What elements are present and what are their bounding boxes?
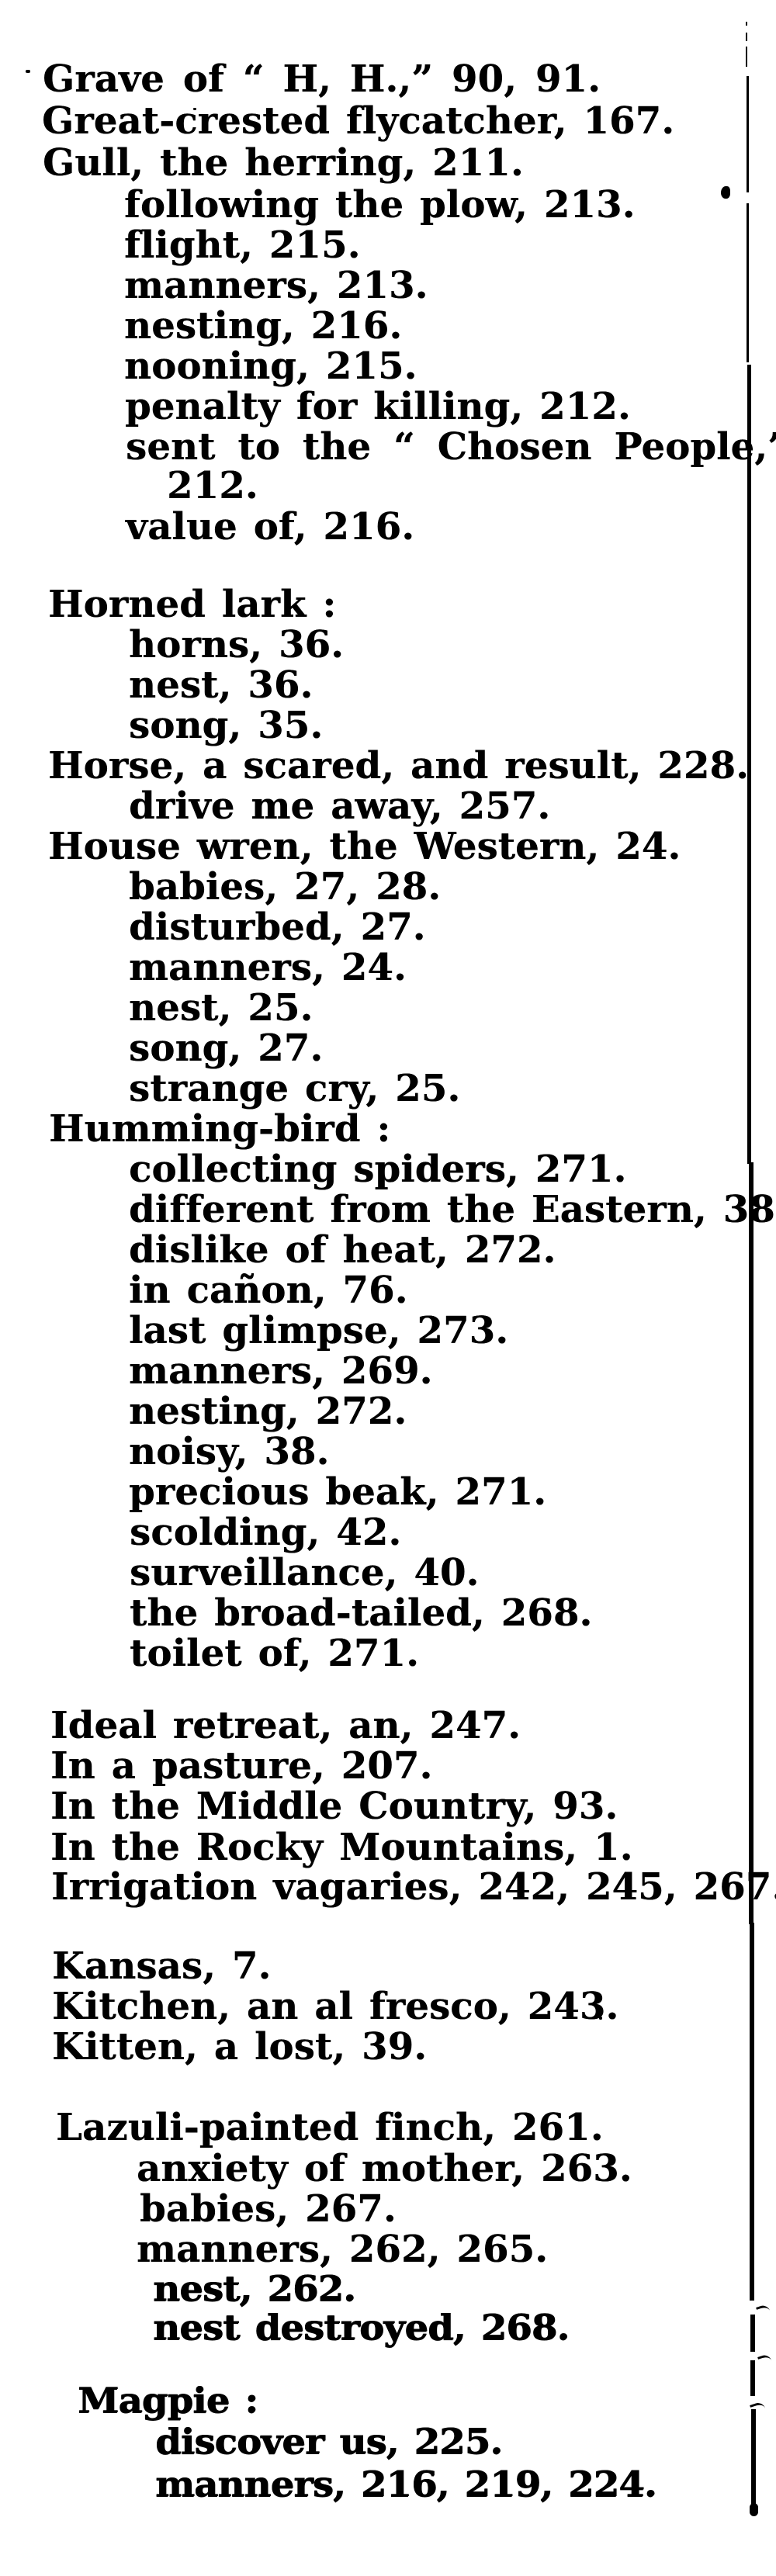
index-subentry: babies, 27, 28. [129,865,442,909]
page-edge-line-segment [747,365,751,1164]
index-subentry: collecting spiders, 271. [129,1148,627,1191]
index-entry: In a pasture, 207. [50,1744,433,1788]
index-subentry: strange cry, 25. [129,1067,461,1110]
ink-speck [26,70,30,73]
index-subentry: the broad-tailed, 268. [130,1591,593,1635]
index-subentry: sent to the “ Chosen People,” [126,425,776,469]
index-entry: Kitchen, an al fresco, 243. [52,1985,619,2028]
page-edge-line-segment [747,76,749,192]
page-edge-line-segment [747,203,749,362]
index-subentry: scolding, 42. [130,1511,402,1554]
page-edge-hook-mark [757,2353,773,2367]
index-entry: Ideal retreat, an, 247. [50,1704,521,1747]
page-edge-line-segment [750,1923,754,2301]
index-subentry: song, 27. [129,1027,324,1070]
index-entry: Horse, a scared, and result, 228. [48,744,749,788]
index-subentry: drive me away, 257. [129,784,551,828]
index-subentry: song, 35. [129,704,324,747]
index-subentry: manners, 213. [124,264,428,307]
index-subentry: last glimpse, 273. [129,1309,509,1352]
index-subentry: nest, 25. [129,986,314,1030]
page-edge-line-segment [746,22,747,26]
page-edge-hook-mark [750,2401,767,2415]
page-edge-line-segment [750,2360,755,2396]
index-subentry: manners, 262, 265. [137,2228,549,2271]
index-subentry: precious beak, 271. [129,1470,547,1514]
index-entry: In the Middle Country, 93. [50,1785,618,1828]
index-subentry: nest, 36. [129,663,314,707]
index-subentry: manners, 269. [129,1349,433,1393]
page-edge-line-segment [749,1162,753,1924]
index-subentry: babies, 267. [140,2187,397,2231]
index-subentry: nooning, 215. [124,345,417,388]
index-entry: Kitten, a lost, 39. [52,2025,428,2069]
page-edge-line-segment [750,2503,758,2516]
index-subentry: anxiety of mother, 263. [137,2147,632,2190]
ink-blob [721,186,730,199]
ink-speck [193,108,196,110]
index-entry: House wren, the Western, 24. [48,825,681,868]
index-subentry: nesting, 272. [129,1390,407,1433]
index-entry: Humming-bird : [49,1107,391,1151]
page-edge-line-segment [751,2409,756,2507]
page-edge-line-segment [746,33,747,41]
index-subentry: manners, 216, 219, 224. [155,2464,657,2505]
index-subentry: surveillance, 40. [130,1551,480,1594]
index-entry: Horned lark : [48,583,337,626]
page-edge-hook-mark [756,2304,771,2318]
index-subentry: disturbed, 27. [129,905,426,949]
index-subentry: nest, 262. [153,2269,356,2310]
index-subentry: in cañon, 76. [129,1269,408,1312]
page-edge-line-segment [746,47,747,67]
index-subentry: dislike of heat, 272. [129,1228,556,1272]
index-entry: Gull, the herring, 211. [43,141,524,185]
index-subentry: toilet of, 271. [130,1632,420,1675]
index-subentry: different from the Eastern, 38. [129,1188,776,1231]
index-subentry: value of, 216. [126,505,415,549]
index-entry: Great-crested flycatcher, 167. [42,99,675,143]
page-edge-line-segment [750,2315,755,2352]
index-entry: Kansas, 7. [52,1944,272,1988]
index-subentry: nest destroyed, 268. [153,2308,570,2349]
index-entry: Lazuli-painted finch, 261. [56,2106,604,2149]
index-subentry: noisy, 38. [129,1430,330,1473]
index-subentry: flight, 215. [124,223,361,267]
index-subentry: following the plow, 213. [124,183,636,227]
index-continuation: 212. [167,464,258,507]
index-subentry: nesting, 216. [124,304,403,348]
index-subentry: penalty for killing, 212. [125,385,631,428]
index-subentry: horns, 36. [129,623,345,667]
index-subentry: discover us, 225. [155,2422,503,2463]
index-entry: Irrigation vagaries, 242, 245, 267. [51,1865,776,1909]
index-entry: Grave of “ H, H.,” 90, 91. [43,57,601,101]
index-subentry: manners, 24. [129,946,407,989]
index-entry: In the Rocky Mountains, 1. [50,1826,633,1869]
ink-speck [599,2017,602,2020]
index-entry: Magpie : [78,2380,258,2422]
